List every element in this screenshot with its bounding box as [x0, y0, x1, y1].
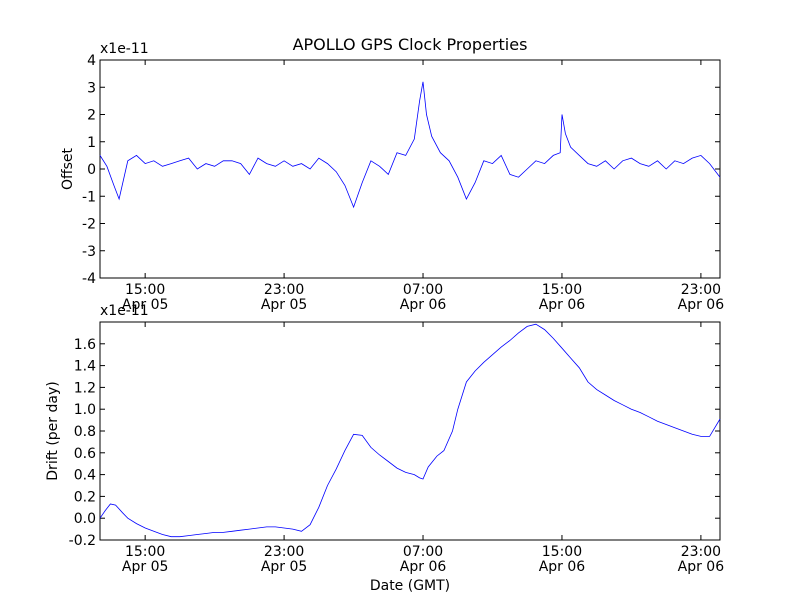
drift-xtick-time-label: 15:00: [542, 544, 582, 560]
drift-xtick-date-label: Apr 06: [400, 559, 447, 575]
offset-ytick-label: 4: [87, 53, 96, 69]
drift-ticks: -0.20.00.20.40.60.81.01.21.41.615:00Apr …: [69, 322, 725, 575]
drift-ytick-label: -0.2: [69, 533, 96, 549]
drift-panel: x1e-11 Drift (per day) -0.2 0.0 0.2 0.4 0.6 0…: [45, 303, 724, 594]
drift-xtick-time-label: 07:00: [403, 544, 443, 560]
drift-xtick-date-label: Apr 06: [539, 559, 586, 575]
drift-xtick-time-label: 23:00: [264, 544, 304, 560]
offset-xtick-date-label: Apr 06: [678, 297, 725, 313]
chart-title: APOLLO GPS Clock Properties: [293, 35, 528, 54]
offset-xtick-date-label: Apr 06: [539, 297, 586, 313]
drift-ytick-label: 0.8: [74, 424, 96, 440]
offset-multiplier: x1e-11: [100, 41, 149, 57]
drift-multiplier: x1e-11: [100, 303, 149, 319]
offset-xtick-time-label: 23:00: [681, 282, 721, 298]
drift-xtick-date-label: Apr 06: [678, 559, 725, 575]
offset-xtick-date-label: Apr 05: [261, 297, 307, 313]
drift-ytick-label: 1.6: [74, 337, 96, 353]
offset-xtick-time-label: 23:00: [264, 282, 304, 298]
offset-ytick-label: -3: [82, 244, 96, 260]
offset-xtick-date-label: Apr 05: [122, 297, 168, 313]
offset-ytick-label: -2: [82, 217, 96, 233]
drift-plot-frame: [99, 321, 721, 541]
drift-ytick-label: 1.0: [74, 402, 96, 418]
offset-axis-label: Offset: [60, 147, 76, 190]
drift-ytick-label: 0.4: [74, 468, 96, 484]
offset-ytick-label: -1: [82, 189, 96, 205]
drift-xtick-time-label: 23:00: [681, 544, 721, 560]
offset-ytick-label: 0: [87, 162, 96, 178]
offset-xtick-time-label: 07:00: [403, 282, 443, 298]
offset-ytick-label: 3: [87, 80, 96, 96]
drift-xtick-time-label: 15:00: [125, 544, 165, 560]
drift-ytick-label: 0.2: [74, 489, 96, 505]
drift-axis-label: Drift (per day): [45, 381, 61, 480]
drift-ytick-label: 0.6: [74, 446, 96, 462]
drift-ytick-label: 1.4: [74, 359, 96, 375]
drift-ytick-label: 0.0: [74, 511, 96, 527]
offset-xtick-date-label: Apr 06: [400, 297, 447, 313]
offset-xtick-time-label: 15:00: [125, 282, 165, 298]
drift-ytick-label: 1.2: [74, 380, 96, 396]
offset-plot-frame: [99, 59, 721, 279]
offset-ytick-label: 1: [87, 135, 96, 151]
offset-ytick-label: 2: [87, 108, 96, 124]
offset-xtick-time-label: 15:00: [542, 282, 582, 298]
drift-series-line: [99, 323, 721, 538]
drift-xtick-date-label: Apr 05: [261, 559, 307, 575]
offset-series-line: [99, 81, 721, 209]
x-axis-label: Date (GMT): [370, 578, 450, 594]
drift-xtick-date-label: Apr 05: [122, 559, 168, 575]
offset-ytick-label: -4: [82, 271, 96, 287]
